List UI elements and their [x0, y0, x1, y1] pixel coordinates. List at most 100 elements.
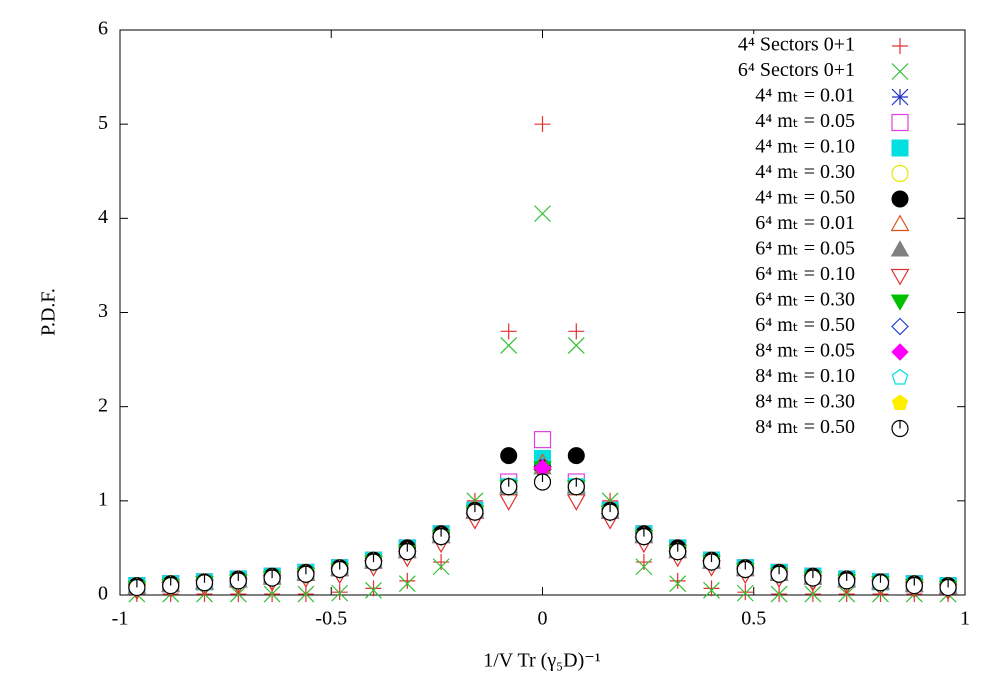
data-point-part	[737, 584, 754, 601]
y-tick-label: 4	[98, 206, 108, 228]
data-point-part	[500, 337, 518, 354]
data-point-part	[398, 575, 416, 593]
data-point	[736, 584, 754, 602]
data-point	[533, 431, 552, 449]
data-point	[566, 494, 586, 511]
legend-label: 6⁴ mₜ = 0.50	[755, 314, 855, 336]
data-point-part	[433, 554, 450, 571]
data-point	[533, 473, 552, 491]
legend-label: 8⁴ mₜ = 0.50	[755, 416, 855, 438]
data-point-part	[500, 447, 518, 465]
legend-label: 4⁴ mₜ = 0.30	[755, 161, 855, 183]
legend-marker	[890, 268, 910, 286]
data-point	[500, 323, 517, 340]
data-point-part	[669, 572, 686, 589]
data-point	[398, 575, 416, 593]
data-point-part	[297, 585, 315, 603]
y-axis-label: P.D.F.	[38, 288, 60, 336]
data-point	[534, 116, 551, 133]
data-point	[736, 560, 754, 579]
data-point	[500, 447, 518, 465]
legend-bg	[655, 340, 915, 365]
legend-label: 6⁴ mₜ = 0.10	[755, 263, 855, 285]
legend-marker-part	[890, 214, 910, 232]
legend-marker-part	[890, 294, 910, 311]
data-point	[568, 323, 585, 340]
data-point-part	[567, 447, 585, 465]
y-tick-label: 1	[98, 488, 108, 510]
legend-marker	[891, 164, 909, 183]
x-axis-label: 1/V Tr (γ₅D)⁻¹	[483, 650, 601, 672]
data-point	[162, 576, 180, 595]
data-point-part	[669, 575, 687, 593]
data-point	[703, 581, 720, 599]
x-tick-label: 0.5	[741, 608, 766, 630]
data-point	[702, 553, 721, 571]
data-point	[804, 569, 822, 587]
legend-marker	[891, 317, 909, 336]
data-point-part	[499, 494, 519, 511]
legend-marker-part	[891, 190, 909, 208]
legend-marker-part	[890, 268, 910, 286]
data-point	[669, 575, 687, 593]
y-tick-label: 2	[98, 394, 108, 416]
legend-label: 6⁴ mₜ = 0.05	[755, 238, 855, 260]
legend-label: 6⁴ Sectors 0+1	[738, 59, 855, 81]
legend-marker	[891, 419, 909, 438]
data-point	[365, 581, 382, 599]
data-point	[534, 205, 551, 223]
legend-marker	[891, 368, 909, 385]
data-point	[263, 585, 281, 603]
data-point	[669, 543, 687, 561]
legend-bg	[655, 161, 915, 187]
legend-bg	[655, 136, 915, 161]
legend-bg	[655, 238, 915, 263]
legend-marker-part	[891, 164, 909, 183]
data-point-part	[331, 584, 349, 602]
legend-bg	[655, 289, 915, 314]
data-point-part	[635, 554, 652, 571]
data-point	[331, 560, 349, 579]
data-point	[871, 574, 890, 592]
legend-label: 6⁴ mₜ = 0.30	[755, 289, 855, 311]
legend-label: 4⁴ mₜ = 0.50	[755, 187, 855, 209]
data-point	[567, 478, 585, 496]
data-point	[128, 578, 146, 597]
data-point	[365, 580, 382, 597]
data-point-part	[534, 116, 551, 133]
legend-label: 6⁴ mₜ = 0.01	[755, 212, 855, 234]
data-point-part	[365, 580, 382, 597]
legend-marker	[891, 343, 909, 361]
data-point-part	[568, 323, 585, 340]
data-point	[737, 584, 754, 601]
legend-marker-part	[891, 63, 909, 80]
legend-marker	[891, 113, 909, 132]
legend-label: 4⁴ mₜ = 0.01	[755, 85, 855, 107]
data-point	[433, 554, 450, 571]
data-point-part	[736, 584, 754, 602]
legend-label: 4⁴ mₜ = 0.10	[755, 136, 855, 158]
legend-bg	[655, 416, 915, 442]
legend-marker	[891, 139, 909, 157]
data-point	[635, 528, 653, 546]
data-point	[331, 584, 348, 601]
data-point	[500, 478, 518, 496]
x-tick-label: 1	[960, 608, 970, 630]
data-point	[432, 558, 450, 576]
y-tick-label: 0	[98, 583, 108, 605]
data-point	[703, 580, 720, 597]
data-point	[770, 585, 788, 603]
data-point-part	[635, 558, 653, 576]
data-point	[263, 569, 281, 587]
legend-bg	[655, 391, 915, 416]
data-point	[331, 584, 349, 602]
data-point	[601, 503, 619, 521]
x-tick-label: -0.5	[315, 608, 347, 630]
legend-bg	[655, 85, 915, 110]
data-point	[635, 554, 652, 571]
legend-label: 4⁴ mₜ = 0.05	[755, 110, 855, 132]
data-point	[635, 558, 653, 576]
legend-bg	[655, 34, 915, 59]
data-point-part	[500, 323, 517, 340]
legend-marker-part	[892, 38, 908, 54]
